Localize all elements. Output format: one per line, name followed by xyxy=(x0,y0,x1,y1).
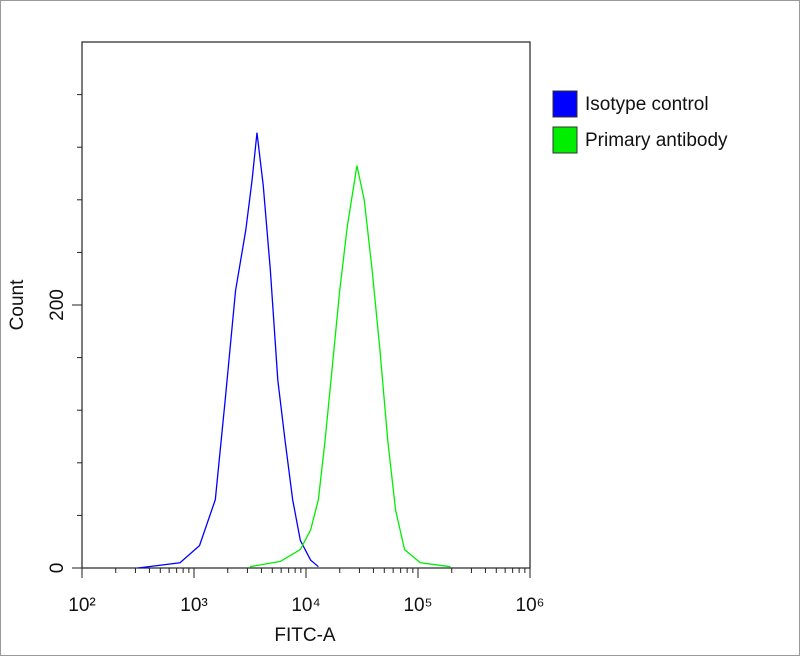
x-tick-label: 10⁵ xyxy=(403,595,432,616)
plot-frame xyxy=(81,41,531,569)
x-tick-label: 10⁶ xyxy=(516,595,545,616)
histogram-line xyxy=(137,132,319,569)
x-axis-label: FITC-A xyxy=(274,625,336,646)
y-tick-label: 0 xyxy=(47,563,68,574)
x-tick-label: 10³ xyxy=(180,595,207,616)
y-tick-label: 200 xyxy=(47,289,68,321)
legend-label: Isotype control xyxy=(585,94,709,115)
x-tick-label: 10² xyxy=(68,595,95,616)
histogram-line xyxy=(249,165,451,568)
y-axis-label: Count xyxy=(7,279,28,330)
x-tick-label: 10⁴ xyxy=(291,595,320,616)
legend-swatch xyxy=(552,90,578,118)
legend-swatch xyxy=(552,126,578,154)
legend-label: Primary antibody xyxy=(585,130,728,151)
